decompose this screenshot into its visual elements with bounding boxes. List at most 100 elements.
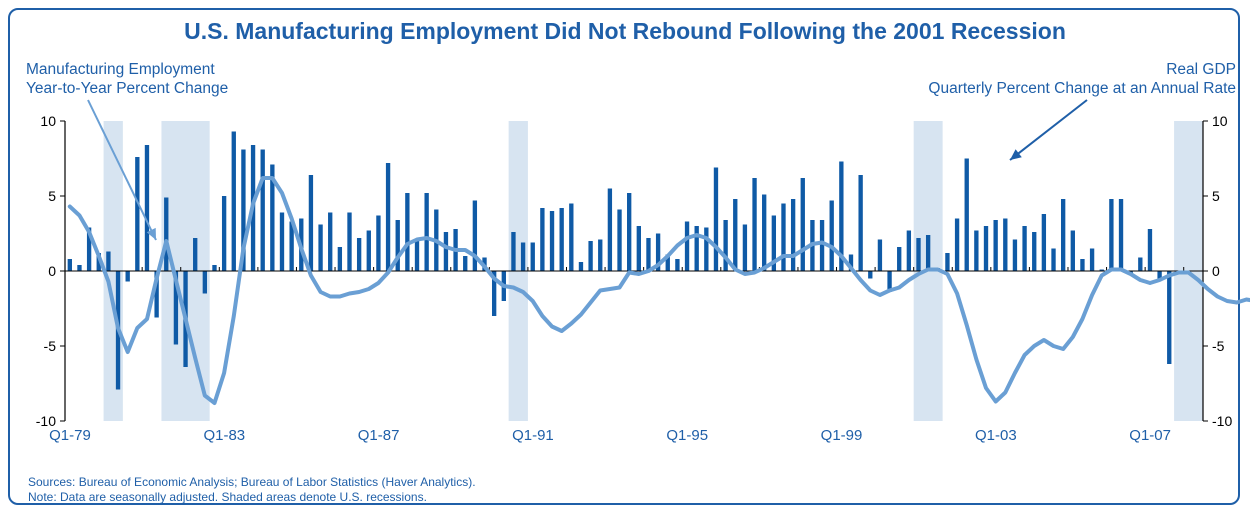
x-tick-label: Q1-07 bbox=[1129, 427, 1171, 444]
x-tick-label: Q1-83 bbox=[203, 427, 245, 444]
y-tick-label-right: 5 bbox=[1212, 188, 1220, 204]
employment-series-line bbox=[67, 176, 1250, 405]
gdp-bar bbox=[1012, 239, 1018, 271]
axes: -10 -10 -5 -5 0 0 5 5 10 10 Q1-79 Q1-83 Q1-87 Q1-91 Q1… bbox=[36, 113, 1233, 444]
gdp-bar bbox=[752, 178, 757, 271]
gdp-bar bbox=[800, 178, 805, 271]
gdp-bar bbox=[897, 247, 902, 271]
gdp-bar bbox=[636, 226, 641, 271]
gdp-bar bbox=[974, 230, 979, 271]
y-tick-label-right: -5 bbox=[1212, 338, 1225, 354]
gdp-bar bbox=[1051, 248, 1056, 271]
gdp-bar bbox=[916, 238, 921, 271]
note-text: Note: Data are seasonally adjusted. Shad… bbox=[28, 490, 427, 504]
y-tick-label-right: 0 bbox=[1212, 263, 1220, 279]
gdp-bar bbox=[578, 262, 584, 271]
gdp-bar bbox=[154, 271, 159, 318]
label-arrows bbox=[87, 99, 1088, 241]
right-axis-label-line2: Quarterly Percent Change at an Annual Ra… bbox=[928, 80, 1236, 97]
x-tick-label: Q1-99 bbox=[821, 427, 863, 444]
gdp-bar bbox=[646, 238, 651, 271]
gdp-bar bbox=[106, 251, 111, 271]
gdp-bar bbox=[212, 265, 217, 271]
y-tick-label-left: 10 bbox=[40, 113, 56, 129]
gdp-bar bbox=[1060, 199, 1066, 271]
gdp-bar bbox=[279, 212, 285, 271]
gdp-bar bbox=[964, 158, 969, 271]
gdp-bar bbox=[221, 196, 227, 271]
gdp-bar bbox=[607, 188, 613, 271]
gdp-bar bbox=[173, 271, 179, 345]
gdp-bar bbox=[617, 209, 622, 271]
gdp-bar bbox=[520, 242, 526, 271]
gdp-bar bbox=[241, 149, 246, 271]
gdp-bar bbox=[694, 226, 699, 271]
gdp-bar bbox=[1138, 257, 1143, 271]
gdp-bar bbox=[366, 230, 371, 271]
gdp-bar bbox=[627, 193, 632, 271]
sources-text: Sources: Bureau of Economic Analysis; Bu… bbox=[28, 475, 476, 489]
gdp-bar bbox=[1080, 259, 1085, 271]
gdp-bar bbox=[675, 259, 680, 271]
gdp-bar bbox=[443, 232, 449, 271]
gdp-bar bbox=[337, 247, 343, 271]
gdp-bar bbox=[569, 203, 574, 271]
x-tick-label: Q1-95 bbox=[666, 427, 708, 444]
gdp-bar bbox=[395, 220, 400, 271]
gdp-bar bbox=[925, 235, 931, 271]
gdp-bar bbox=[742, 224, 748, 271]
gdp-bar bbox=[356, 238, 362, 271]
chart-title: U.S. Manufacturing Employment Did Not Re… bbox=[184, 18, 1066, 44]
gdp-bar bbox=[887, 271, 892, 292]
y-tick-label-right: 10 bbox=[1212, 113, 1228, 129]
gdp-bar bbox=[376, 215, 381, 271]
gdp-bar bbox=[347, 212, 352, 271]
y-tick-label-left: 0 bbox=[48, 263, 56, 279]
gdp-bar bbox=[1003, 218, 1008, 271]
y-tick-label-left: -5 bbox=[44, 338, 57, 354]
gdp-bar bbox=[723, 220, 728, 271]
gdp-bar bbox=[260, 149, 265, 271]
gdp-bar bbox=[839, 161, 844, 271]
gdp-bar bbox=[1167, 271, 1172, 364]
gdp-bar bbox=[655, 233, 661, 271]
gdp-bar bbox=[954, 218, 960, 271]
gdp-bar bbox=[511, 232, 516, 271]
x-tick-label: Q1-79 bbox=[49, 427, 91, 444]
gdp-bar bbox=[540, 208, 545, 271]
gdp-bar bbox=[1099, 269, 1104, 271]
x-tick-label: Q1-03 bbox=[975, 427, 1017, 444]
gdp-bar bbox=[819, 220, 825, 271]
gdp-bar bbox=[202, 271, 208, 294]
gdp-bar bbox=[318, 224, 323, 271]
left-axis-label: Manufacturing Employment Year-to-Year Pe… bbox=[26, 60, 228, 98]
gdp-bar bbox=[771, 215, 777, 271]
gdp-bar bbox=[858, 175, 863, 271]
gdp-bar bbox=[1109, 199, 1114, 271]
gdp-bar bbox=[1118, 199, 1124, 271]
gdp-bar bbox=[1070, 230, 1075, 271]
gdp-bars bbox=[67, 131, 1172, 390]
gdp-bar bbox=[472, 200, 478, 271]
gdp-bar bbox=[270, 164, 275, 271]
gdp-bar bbox=[463, 256, 468, 271]
x-tick-label: Q1-91 bbox=[512, 427, 554, 444]
gdp-bar bbox=[86, 227, 92, 271]
gdp-bar bbox=[308, 175, 314, 271]
gdp-bar bbox=[684, 221, 690, 271]
gdp-bar bbox=[77, 265, 82, 271]
gdp-bar bbox=[385, 163, 391, 271]
gdp-bar bbox=[906, 230, 912, 271]
gdp-bar bbox=[125, 271, 130, 282]
gdp-label-arrow bbox=[1009, 99, 1088, 161]
gdp-bar bbox=[790, 199, 796, 271]
gdp-bar bbox=[491, 271, 497, 316]
y-tick-label-right: -10 bbox=[1212, 413, 1232, 429]
employment-label-arrow-head bbox=[146, 227, 156, 240]
gdp-bar bbox=[1147, 229, 1153, 271]
gdp-bar bbox=[733, 199, 738, 271]
gdp-bar bbox=[598, 239, 603, 271]
gdp-bar bbox=[945, 253, 950, 271]
y-tick-label-left: 5 bbox=[48, 188, 56, 204]
